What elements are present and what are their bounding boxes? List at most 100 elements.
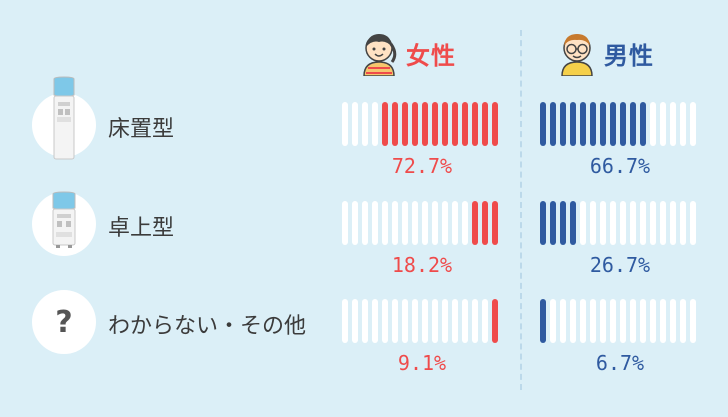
bar-segment-empty	[392, 299, 398, 343]
bar-segment-empty	[462, 299, 468, 343]
bar-segment-empty	[650, 299, 656, 343]
bar-segment-empty	[670, 102, 676, 146]
bar-segment-filled	[550, 102, 556, 146]
row-icon-circle	[32, 191, 96, 256]
bar-segment-empty	[482, 299, 488, 343]
bar-segment-empty	[690, 299, 696, 343]
bar-segment-empty	[660, 299, 666, 343]
bar-segment-empty	[640, 299, 646, 343]
row-icon-circle	[32, 76, 96, 160]
bar-segment-empty	[650, 201, 656, 245]
bar-segment-empty	[580, 201, 586, 245]
bar-segment-empty	[412, 201, 418, 245]
bar-segment-empty	[610, 299, 616, 343]
bar-segment-filled	[580, 102, 586, 146]
bar-segment-empty	[422, 201, 428, 245]
bar-segment-empty	[362, 299, 368, 343]
bar-segment-empty	[560, 299, 566, 343]
bar-segment-filled	[472, 102, 478, 146]
bar-segment-empty	[442, 299, 448, 343]
bars-female-row-2	[342, 299, 498, 343]
row-label-tabletop: 卓上型	[108, 216, 175, 241]
bar-segment-empty	[670, 201, 676, 245]
bar-segment-empty	[352, 299, 358, 343]
bar-segment-empty	[402, 299, 408, 343]
bars-male-row-1	[540, 201, 696, 245]
bar-segment-empty	[362, 201, 368, 245]
bar-segment-empty	[382, 201, 388, 245]
bar-segment-empty	[442, 201, 448, 245]
bar-segment-empty	[452, 299, 458, 343]
bar-segment-filled	[540, 102, 546, 146]
pct-male-row-2: 6.7%	[595, 351, 645, 375]
bar-segment-empty	[570, 299, 576, 343]
bar-segment-empty	[372, 201, 378, 245]
bar-segment-empty	[690, 201, 696, 245]
legend-male-label: 男性	[604, 41, 654, 70]
bar-segment-empty	[610, 201, 616, 245]
bar-segment-empty	[452, 201, 458, 245]
bar-segment-filled	[442, 102, 448, 146]
bar-segment-empty	[690, 102, 696, 146]
bar-segment-empty	[680, 299, 686, 343]
row-label-other: わからない・その他	[108, 314, 307, 339]
pct-female-row-0: 72.7%	[391, 154, 453, 178]
bars-female-row-0	[342, 102, 498, 146]
bar-segment-empty	[650, 102, 656, 146]
bar-segment-empty	[590, 299, 596, 343]
legend-male: 男性	[558, 30, 654, 76]
bar-segment-filled	[492, 102, 498, 146]
bar-segment-empty	[342, 201, 348, 245]
bar-segment-empty	[580, 299, 586, 343]
bar-segment-empty	[342, 102, 348, 146]
bar-segment-filled	[560, 102, 566, 146]
row-icon-circle: ?	[32, 290, 96, 354]
row-label-floor: 床置型	[108, 117, 175, 142]
bar-segment-filled	[482, 201, 488, 245]
bar-segment-empty	[432, 201, 438, 245]
bar-segment-empty	[432, 299, 438, 343]
bar-segment-empty	[590, 201, 596, 245]
bar-segment-filled	[482, 102, 488, 146]
bar-segment-filled	[382, 102, 388, 146]
floor-water-server-icon	[53, 76, 75, 160]
bar-segment-filled	[462, 102, 468, 146]
bar-segment-filled	[610, 102, 616, 146]
bar-segment-filled	[492, 201, 498, 245]
tabletop-water-server-icon	[52, 191, 76, 248]
bar-segment-empty	[362, 102, 368, 146]
bars-male-row-0	[540, 102, 696, 146]
bar-segment-empty	[630, 299, 636, 343]
bar-segment-empty	[412, 299, 418, 343]
bar-segment-empty	[352, 102, 358, 146]
bar-segment-filled	[560, 201, 566, 245]
bar-segment-empty	[620, 299, 626, 343]
bar-segment-empty	[372, 299, 378, 343]
legend-female-label: 女性	[406, 41, 456, 70]
bars-male-row-2	[540, 299, 696, 343]
bar-segment-empty	[382, 299, 388, 343]
bar-segment-empty	[372, 102, 378, 146]
bar-segment-empty	[600, 201, 606, 245]
bars-female-row-1	[342, 201, 498, 245]
bar-segment-filled	[402, 102, 408, 146]
column-divider	[520, 30, 522, 390]
bar-segment-filled	[620, 102, 626, 146]
legend-female: 女性	[360, 30, 456, 76]
bar-segment-filled	[570, 102, 576, 146]
female-avatar-icon	[363, 34, 397, 76]
bar-segment-empty	[640, 201, 646, 245]
pct-female-row-2: 9.1%	[397, 351, 447, 375]
bar-segment-empty	[660, 102, 666, 146]
bar-segment-filled	[570, 201, 576, 245]
bar-segment-empty	[402, 201, 408, 245]
pct-male-row-0: 66.7%	[589, 154, 651, 178]
bar-segment-empty	[630, 201, 636, 245]
bar-segment-filled	[392, 102, 398, 146]
bar-segment-empty	[462, 201, 468, 245]
bar-segment-filled	[590, 102, 596, 146]
bar-segment-filled	[550, 201, 556, 245]
bar-segment-empty	[472, 299, 478, 343]
bar-segment-filled	[452, 102, 458, 146]
bar-segment-empty	[680, 201, 686, 245]
